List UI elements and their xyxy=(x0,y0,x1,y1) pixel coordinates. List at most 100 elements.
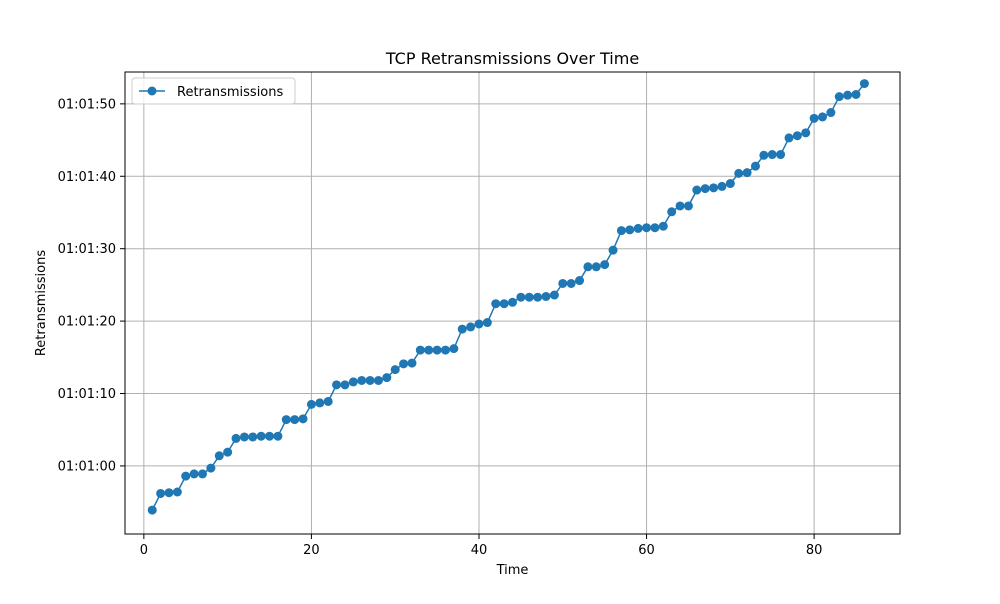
data-point xyxy=(265,431,275,441)
data-point xyxy=(549,290,559,300)
x-tick-label: 40 xyxy=(471,543,488,558)
data-point xyxy=(482,318,492,328)
data-point xyxy=(642,223,652,233)
data-point xyxy=(776,150,786,160)
legend-label: Retransmissions xyxy=(177,85,283,100)
data-point xyxy=(491,299,501,309)
data-point xyxy=(859,79,869,89)
data-point xyxy=(683,201,693,211)
data-point xyxy=(172,487,182,497)
legend-marker-sample xyxy=(147,86,157,96)
data-point xyxy=(348,377,358,387)
data-point xyxy=(809,113,819,123)
data-point xyxy=(382,373,392,383)
data-point xyxy=(742,168,752,178)
data-point xyxy=(223,447,233,457)
data-point xyxy=(717,181,727,191)
y-tick-label: 01:01:10 xyxy=(58,387,116,402)
data-point xyxy=(466,322,476,332)
data-point xyxy=(625,225,635,235)
data-point xyxy=(474,319,484,329)
data-point xyxy=(390,365,400,375)
data-point xyxy=(181,471,191,481)
data-point xyxy=(784,133,794,143)
data-point xyxy=(164,488,174,498)
data-point xyxy=(633,223,643,233)
data-point xyxy=(357,375,367,385)
data-point xyxy=(700,184,710,194)
data-point xyxy=(558,278,568,288)
data-point xyxy=(851,89,861,99)
data-point xyxy=(365,375,375,385)
data-point xyxy=(566,278,576,288)
x-tick-label: 80 xyxy=(806,543,823,558)
series-group xyxy=(147,79,869,515)
data-point xyxy=(524,292,534,302)
data-point xyxy=(248,432,258,442)
data-point xyxy=(508,297,517,307)
data-point xyxy=(449,344,459,354)
data-point xyxy=(315,398,325,408)
y-tick-label: 01:01:40 xyxy=(58,170,116,185)
y-tick-label: 01:01:20 xyxy=(58,315,116,330)
data-point xyxy=(734,168,744,178)
data-point xyxy=(457,324,467,334)
y-tick-label: 01:01:30 xyxy=(58,242,116,257)
data-point xyxy=(281,415,291,425)
data-point xyxy=(214,451,224,461)
data-point xyxy=(306,399,316,409)
y-axis: 01:01:00 01:01:10 01:01:20 01:01:30 01:01:40… xyxy=(58,97,125,474)
data-point xyxy=(583,262,593,272)
x-tick-label: 20 xyxy=(303,543,320,558)
data-point xyxy=(198,469,207,479)
data-point xyxy=(575,276,585,286)
data-point xyxy=(231,433,241,443)
data-point xyxy=(432,345,442,355)
data-point xyxy=(801,128,811,138)
data-point xyxy=(415,345,425,355)
data-point xyxy=(533,292,543,302)
data-point xyxy=(407,358,417,368)
data-point xyxy=(658,221,668,231)
y-tick-label: 01:01:50 xyxy=(58,97,116,112)
data-point xyxy=(725,179,735,189)
data-point xyxy=(591,262,601,272)
data-point xyxy=(239,432,249,442)
data-point xyxy=(340,380,350,390)
grid-lines xyxy=(125,72,900,534)
data-point xyxy=(667,207,677,217)
data-point xyxy=(256,431,266,441)
data-point xyxy=(147,505,157,515)
data-point xyxy=(750,161,760,171)
data-point xyxy=(709,183,719,193)
x-tick-label: 60 xyxy=(638,543,655,558)
data-point xyxy=(675,201,685,211)
data-point xyxy=(332,380,342,390)
data-point xyxy=(373,375,383,385)
data-point xyxy=(424,345,434,355)
data-point xyxy=(767,150,777,160)
data-point xyxy=(792,131,802,141)
data-point xyxy=(834,92,844,102)
data-point xyxy=(759,150,769,160)
x-axis: 0 20 40 60 80 xyxy=(140,534,823,558)
data-point xyxy=(399,359,409,369)
legend-box xyxy=(131,77,296,105)
plot-frame xyxy=(124,71,901,535)
data-point xyxy=(516,292,526,302)
legend: Retransmissions xyxy=(131,77,296,105)
data-point xyxy=(692,185,702,195)
y-axis-label: Retransmissions xyxy=(34,250,49,356)
data-point xyxy=(156,488,166,498)
data-point xyxy=(616,226,626,236)
data-point xyxy=(608,245,618,255)
data-point xyxy=(541,291,551,301)
data-point xyxy=(843,90,853,100)
data-point xyxy=(650,223,660,233)
data-point xyxy=(273,431,283,441)
data-point xyxy=(818,112,827,122)
y-tick-label: 01:01:00 xyxy=(58,459,116,474)
data-point xyxy=(826,108,836,118)
